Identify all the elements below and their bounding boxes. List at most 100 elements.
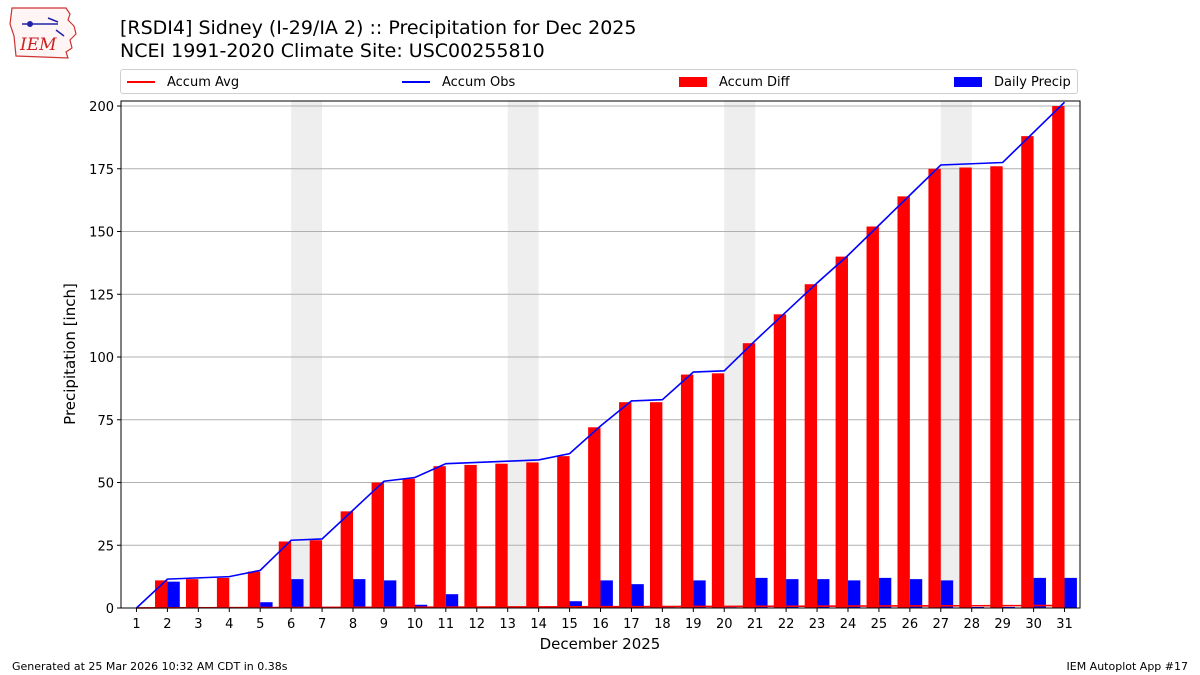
line-accum-obs (135, 101, 1066, 609)
y-tick-label: 150 (89, 226, 114, 241)
x-tick-label: 11 (438, 617, 455, 632)
bar-accum-diff (309, 540, 323, 608)
x-tick-label: 20 (716, 617, 733, 632)
bar-daily-precip (569, 601, 582, 608)
bar-daily-precip (693, 580, 706, 608)
bar-accum-diff (649, 402, 663, 608)
bar-accum-diff (959, 167, 972, 608)
bar-daily-precip (1033, 577, 1046, 608)
x-tick-label: 6 (287, 617, 295, 632)
y-tick-label: 25 (97, 539, 114, 554)
bar-accum-diff (216, 577, 230, 608)
legend-swatch-accum-avg (127, 81, 155, 83)
bar-daily-precip (847, 580, 861, 608)
bar-daily-precip (786, 579, 799, 608)
bar-accum-diff (928, 168, 941, 608)
x-tick-label: 9 (380, 617, 388, 632)
x-tick-label: 1 (132, 617, 140, 632)
bar-accum-diff (495, 463, 508, 608)
bar-accum-diff (340, 511, 354, 608)
legend-label-accum-obs: Accum Obs (442, 74, 516, 90)
y-axis-label: Precipitation [inch] (61, 283, 79, 425)
legend-swatch-accum-obs (402, 81, 430, 83)
y-tick-label: 200 (89, 100, 114, 115)
bar-accum-diff (371, 482, 384, 608)
x-tick-label: 4 (225, 617, 233, 632)
x-tick-label: 24 (840, 617, 857, 632)
iem-logo[interactable]: IEM (8, 6, 82, 60)
bar-accum-diff (1021, 136, 1034, 608)
bar-accum-diff (742, 343, 756, 608)
legend-swatch-daily-precip (954, 77, 982, 87)
x-tick-label: 2 (163, 617, 171, 632)
legend-item-accum-obs: Accum Obs (402, 74, 515, 90)
y-tick-label: 100 (89, 351, 114, 366)
y-tick-label: 75 (97, 414, 114, 429)
bar-daily-precip (600, 580, 613, 608)
bar-accum-diff (185, 579, 199, 608)
bar-daily-precip (909, 579, 923, 608)
y-tick-label: 50 (97, 477, 114, 492)
x-tick-label: 27 (933, 617, 950, 632)
x-tick-label: 28 (963, 617, 980, 632)
y-tick-label: 0 (106, 602, 114, 617)
bar-accum-diff (773, 314, 787, 608)
legend-label-accum-avg: Accum Avg (167, 74, 240, 90)
x-tick-label: 25 (871, 617, 888, 632)
bar-daily-precip (971, 606, 985, 608)
x-tick-label: 17 (623, 617, 640, 632)
legend-item-daily-precip: Daily Precip (954, 74, 1071, 90)
bar-accum-diff (619, 402, 632, 608)
iowa-map-icon: IEM (9, 7, 77, 59)
x-tick-label: 8 (349, 617, 357, 632)
legend-label-accum-diff: Accum Diff (719, 74, 790, 90)
bar-accum-diff (278, 541, 292, 608)
x-tick-label: 12 (468, 617, 485, 632)
chart-title: [RSDI4] Sidney (I-29/IA 2) :: Precipitat… (120, 17, 637, 39)
bar-accum-diff (680, 374, 694, 608)
legend-item-accum-avg: Accum Avg (127, 74, 239, 90)
x-tick-label: 22 (778, 617, 795, 632)
bar-daily-precip (1064, 577, 1077, 608)
bar-daily-precip (631, 584, 644, 608)
bar-daily-precip (291, 579, 304, 608)
bar-accum-diff (897, 196, 910, 609)
bars (155, 106, 1077, 609)
x-tick-label: 10 (407, 617, 424, 632)
x-tick-label: 29 (994, 617, 1011, 632)
bar-daily-precip (167, 581, 180, 608)
bar-daily-precip (1002, 606, 1016, 608)
x-tick-label: 7 (318, 617, 326, 632)
bar-accum-diff (402, 478, 415, 608)
bar-accum-diff (866, 226, 879, 608)
weekend-shade-6 (291, 101, 323, 608)
x-tick-label: 5 (256, 617, 264, 632)
x-tick-label: 16 (592, 617, 609, 632)
x-tick-label: 18 (654, 617, 671, 632)
x-tick-label: 23 (809, 617, 826, 632)
bar-accum-diff (835, 256, 848, 608)
x-tick-label: 21 (747, 617, 764, 632)
chart-subtitle: NCEI 1991-2020 Climate Site: USC00255810 (120, 40, 545, 62)
bar-daily-precip (445, 594, 459, 608)
legend-swatch-accum-diff (679, 77, 707, 87)
bar-accum-diff (588, 427, 601, 608)
bar-daily-precip (878, 577, 892, 608)
bar-accum-diff (1052, 106, 1065, 608)
x-tick-label: 31 (1056, 617, 1073, 632)
y-tick-label: 125 (89, 288, 114, 303)
x-axis-label: December 2025 (540, 635, 661, 653)
bar-accum-diff (990, 166, 1003, 608)
x-tick-label: 19 (685, 617, 702, 632)
footer-app: IEM Autoplot App #17 (1066, 660, 1189, 673)
bar-daily-precip (414, 604, 428, 608)
legend-item-accum-diff: Accum Diff (679, 74, 790, 90)
bar-accum-diff (433, 466, 446, 608)
x-tick-label: 26 (902, 617, 919, 632)
bar-accum-diff (557, 456, 570, 608)
footer-generated: Generated at 25 Mar 2026 10:32 AM CDT in… (12, 660, 288, 673)
bar-accum-diff (711, 373, 725, 608)
legend-label-daily-precip: Daily Precip (994, 74, 1071, 90)
